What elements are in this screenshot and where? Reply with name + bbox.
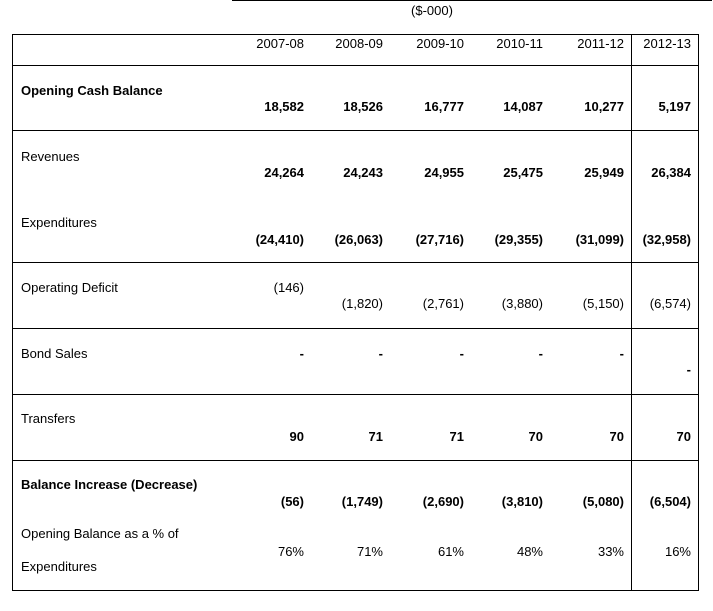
- table-cell: (6,574): [649, 296, 691, 311]
- table-cell: 24,243: [343, 165, 383, 180]
- year-header: 2008-09: [335, 36, 383, 51]
- row-label: Transfers: [21, 411, 76, 426]
- table-cell: (27,716): [415, 232, 464, 247]
- table-cell: 90: [289, 429, 304, 444]
- year-header: 2010-11: [496, 36, 543, 51]
- table-cell: 16,777: [424, 99, 464, 114]
- table-cell: 25,475: [503, 165, 543, 180]
- table-cell: 76%: [277, 544, 304, 559]
- table-cell: (3,880): [501, 296, 543, 311]
- row-divider: [12, 460, 699, 461]
- table-cell: 48%: [516, 544, 543, 559]
- table-cell: 71: [368, 429, 383, 444]
- row-label: Operating Deficit: [21, 280, 118, 295]
- table-cell: (29,355): [494, 232, 543, 247]
- unit-label: ($-000): [411, 3, 453, 18]
- table-cell: 16%: [664, 544, 691, 559]
- year-header: 2012-13: [643, 36, 691, 51]
- row-label: Expenditures: [21, 559, 97, 574]
- year-header: 2007-08: [256, 36, 304, 51]
- table-cell: (6,504): [649, 494, 691, 509]
- table-cell: 24,955: [424, 165, 464, 180]
- table-cell: 14,087: [503, 99, 543, 114]
- table-cell: (5,080): [582, 494, 624, 509]
- row-label: Revenues: [21, 149, 80, 164]
- table-cell: (26,063): [334, 232, 383, 247]
- table-cell: 33%: [597, 544, 624, 559]
- table-cell: -: [538, 346, 543, 361]
- row-divider: [12, 262, 699, 263]
- table-cell: (32,958): [642, 232, 691, 247]
- table-cell: 24,264: [264, 165, 304, 180]
- table-cell: -: [299, 346, 304, 361]
- table-cell: -: [459, 346, 464, 361]
- year-header: 2009-10: [416, 36, 464, 51]
- table-cell: (5,150): [582, 296, 624, 311]
- table-cell: (2,761): [422, 296, 464, 311]
- table-cell: 25,949: [584, 165, 624, 180]
- table-cell: 26,384: [651, 165, 691, 180]
- table-cell: (24,410): [255, 232, 304, 247]
- row-label: Balance Increase (Decrease): [21, 477, 198, 492]
- table-cell: 70: [676, 429, 691, 444]
- row-divider: [12, 394, 699, 395]
- table-cell: 5,197: [658, 99, 691, 114]
- table-cell: (31,099): [575, 232, 624, 247]
- row-label: Bond Sales: [21, 346, 88, 361]
- table-cell: 71%: [356, 544, 383, 559]
- top-rule: [232, 0, 712, 1]
- table-cell: (1,749): [341, 494, 383, 509]
- row-label: Opening Cash Balance: [21, 83, 163, 98]
- row-divider: [12, 130, 699, 131]
- table-cell: (3,810): [501, 494, 543, 509]
- table-cell: 71: [449, 429, 464, 444]
- row-divider: [12, 328, 699, 329]
- table-cell: -: [619, 346, 624, 361]
- table-cell: (146): [273, 280, 304, 295]
- row-label: Opening Balance as a % of: [21, 526, 179, 541]
- table-cell: 70: [528, 429, 543, 444]
- table-cell: -: [686, 362, 691, 377]
- row-divider: [12, 65, 699, 66]
- table-cell: (1,820): [341, 296, 383, 311]
- table-cell: (56): [280, 494, 304, 509]
- table-cell: 70: [609, 429, 624, 444]
- year-header: 2011-12: [577, 36, 624, 51]
- column-divider: [631, 34, 632, 591]
- table-cell: -: [378, 346, 383, 361]
- table-cell: 18,526: [343, 99, 383, 114]
- row-label: Expenditures: [21, 215, 97, 230]
- table-cell: 10,277: [584, 99, 624, 114]
- table-cell: (2,690): [422, 494, 464, 509]
- table-cell: 18,582: [264, 99, 304, 114]
- table-frame: [12, 34, 699, 591]
- table-cell: 61%: [437, 544, 464, 559]
